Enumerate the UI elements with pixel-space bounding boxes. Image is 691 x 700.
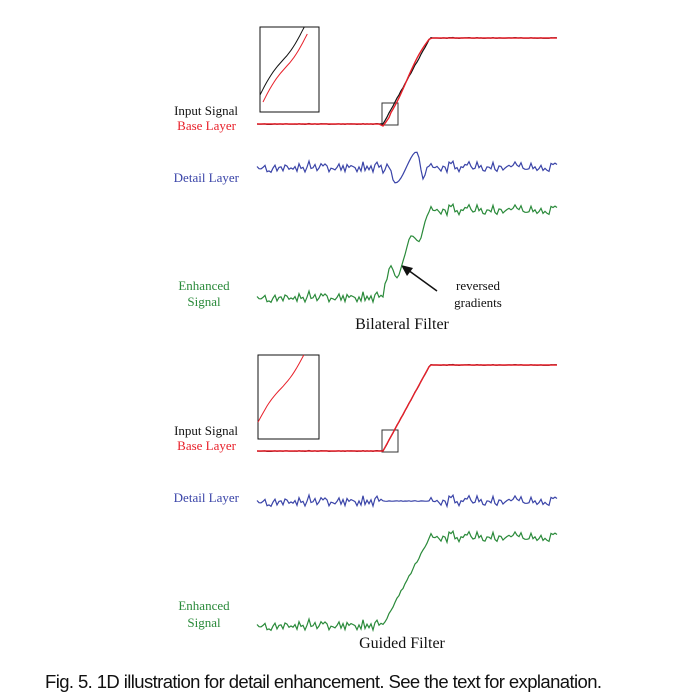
annotation-reversed: reversed [456, 278, 501, 293]
panel-guided: Input Signal Base Layer Detail Layer Enh… [174, 354, 558, 652]
label-enhanced: Enhanced [178, 278, 230, 293]
zoom-inset-box [259, 26, 320, 113]
figure-caption: Fig. 5. 1D illustration for detail enhan… [45, 671, 602, 692]
panel-title: Bilateral Filter [355, 316, 449, 333]
zoom-region-box [381, 429, 399, 453]
annotation-gradients: gradients [454, 295, 502, 310]
zoom-inset-box [257, 354, 320, 440]
label-input-signal: Input Signal [174, 103, 238, 118]
inset-base-line [262, 33, 308, 103]
panel-bilateral: Input Signal Base Layer Detail Layer Enh… [174, 26, 558, 333]
label-input-signal: Input Signal [174, 423, 238, 438]
panel-title: Guided Filter [359, 635, 445, 652]
label-signal: Signal [187, 615, 221, 630]
annotation-arrow [407, 269, 438, 292]
label-base-layer: Base Layer [177, 438, 237, 453]
label-detail-layer: Detail Layer [174, 490, 240, 505]
arrow-head-icon [401, 265, 413, 276]
label-detail-layer: Detail Layer [174, 170, 240, 185]
detail-layer-line [256, 151, 558, 184]
detail-layer-line [256, 493, 558, 509]
label-enhanced: Enhanced [178, 598, 230, 613]
enhanced-signal-line [256, 529, 558, 633]
base-layer-line [257, 364, 557, 452]
enhanced-signal-line [256, 202, 558, 305]
inset-base-line [257, 354, 305, 423]
inset-input-line [259, 26, 305, 96]
base-layer-line [257, 37, 557, 127]
label-base-layer: Base Layer [177, 118, 237, 133]
label-signal: Signal [187, 294, 221, 309]
zoom-region-box [381, 102, 399, 126]
